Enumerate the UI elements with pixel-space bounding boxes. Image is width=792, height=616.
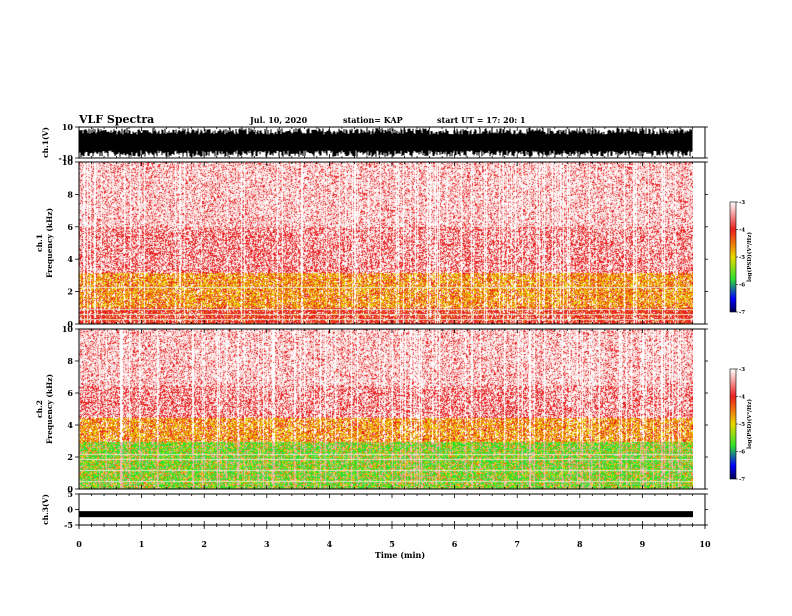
colorbar-tick-label: -4 <box>739 228 745 234</box>
y-tick-label: 0 <box>67 505 73 515</box>
x-tick-label: 0 <box>76 539 82 549</box>
colorbar-tick-label: -5 <box>739 422 745 428</box>
y-tick-label: 6 <box>67 388 73 398</box>
colorbar-tick-label: -5 <box>739 255 745 261</box>
waveform-ch3-trace <box>79 511 693 518</box>
spectrogram-image <box>79 329 693 489</box>
y-axis-label: Frequency (kHz) <box>45 208 54 278</box>
y-axis-label: ch.1 <box>35 234 44 252</box>
colorbar-label: log(PSD)(V²/Hz) <box>746 399 753 449</box>
figure-title: VLF Spectra <box>78 113 154 126</box>
x-tick-label: 10 <box>699 539 711 549</box>
header-station: station= KAP <box>343 115 403 125</box>
y-tick-label: 10 <box>62 122 74 132</box>
x-tick-label: 4 <box>327 539 333 549</box>
waveform-ch1-trace <box>79 128 693 157</box>
y-tick-label: 8 <box>67 356 73 366</box>
colorbar-tick-label: -3 <box>739 367 745 373</box>
spectrogram-ch1-panel: 0 2 4 6 8 10 ch.1 Frequency (kHz) <box>35 157 708 329</box>
waveform-ch3-frame <box>78 493 706 526</box>
y-tick-label: -5 <box>64 520 73 530</box>
y-axis-label: ch.3(V) <box>41 494 50 525</box>
x-tick-label: 9 <box>640 539 646 549</box>
colorbar-label: log(PSD)(V²/Hz) <box>746 232 753 282</box>
colorbar-rect <box>729 201 737 313</box>
y-tick-label: 0 <box>67 319 73 329</box>
colorbar-rect <box>729 368 737 480</box>
x-tick-label: 8 <box>577 539 583 549</box>
colorbar-tick-label: -7 <box>739 310 745 316</box>
time-axis: 0 1 2 3 4 5 6 7 8 9 10 <box>76 525 711 549</box>
spectrogram-image <box>79 162 693 324</box>
spectrogram-ch2-panel: 0 2 4 6 8 10 ch.2 Frequency (kHz) <box>35 324 708 494</box>
y-tick-label: 0 <box>67 484 73 494</box>
y-axis-label: ch.2 <box>35 400 44 418</box>
y-axis-label: Frequency (kHz) <box>45 374 54 444</box>
x-tick-label: 5 <box>389 539 395 549</box>
y-tick-label: 4 <box>67 420 73 430</box>
y-tick-label: 10 <box>62 157 74 167</box>
x-tick-label: 7 <box>514 539 520 549</box>
header-date: Jul. 10, 2020 <box>249 115 308 125</box>
colorbar-tick-label: -7 <box>739 477 745 483</box>
colorbar-tick-label: -4 <box>739 395 745 401</box>
y-tick-label: 2 <box>67 452 73 462</box>
colorbar-tick-label: -3 <box>739 200 745 206</box>
colorbar-ch2: -3 -4 -5 -6 -7 log(PSD)(V²/Hz) <box>729 367 753 483</box>
y-tick-label: 8 <box>67 189 73 199</box>
waveform-ch3-panel: 5 0 -5 ch.3(V) <box>41 489 708 530</box>
x-axis-label: Time (min) <box>375 550 425 560</box>
y-tick-label: 5 <box>67 489 73 499</box>
waveform-ch1-panel: 10 -10 ch.1(V) <box>41 122 708 163</box>
colorbar-ch1: -3 -4 -5 -6 -7 log(PSD)(V²/Hz) <box>729 200 753 316</box>
colorbar-tick-label: -6 <box>739 283 745 289</box>
x-tick-label: 1 <box>139 539 145 549</box>
x-tick-label: 6 <box>452 539 458 549</box>
y-tick-label: -10 <box>59 153 74 163</box>
colorbar-tick-label: -6 <box>739 450 745 456</box>
y-tick-label: 4 <box>67 254 73 264</box>
x-tick-label: 2 <box>201 539 207 549</box>
y-tick-label: 2 <box>67 287 73 297</box>
y-tick-label: 6 <box>67 222 73 232</box>
y-axis-label: ch.1(V) <box>41 127 50 158</box>
y-tick-label: 10 <box>62 324 74 334</box>
header-start-time: start UT = 17: 20: 1 <box>437 115 526 125</box>
x-tick-label: 3 <box>264 539 270 549</box>
